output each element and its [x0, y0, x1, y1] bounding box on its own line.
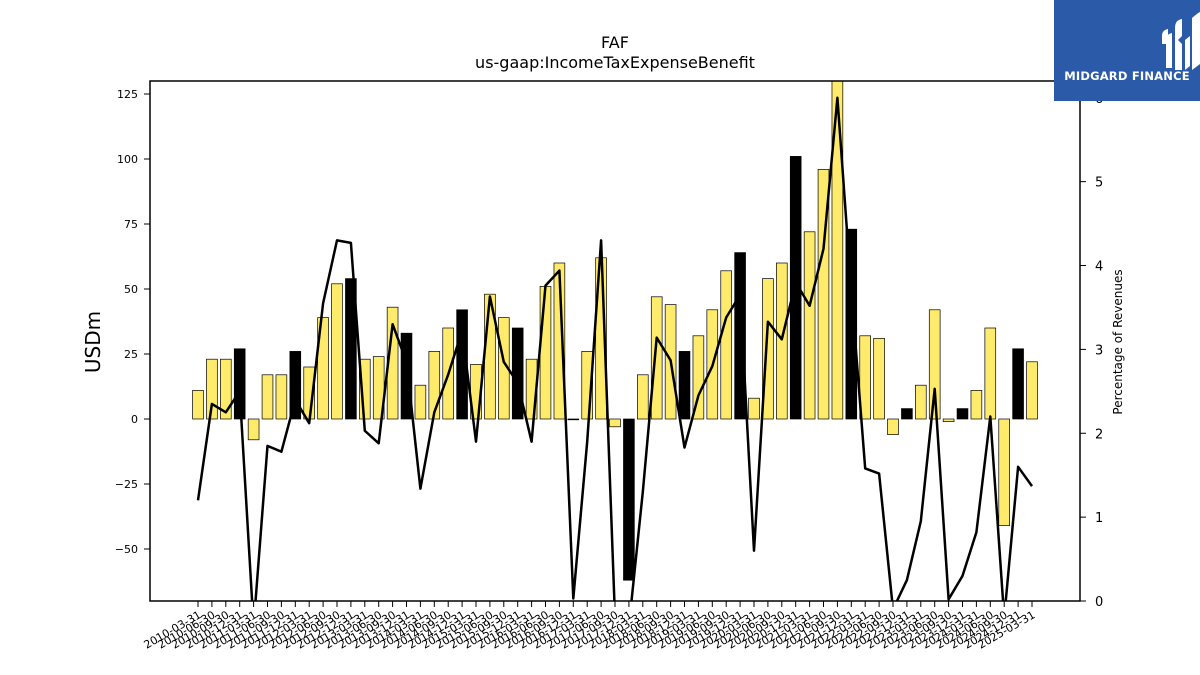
bar [915, 384, 927, 420]
y-tick-label: 75 [124, 218, 138, 231]
plot-frame [149, 80, 1081, 602]
y-tick-label: −50 [115, 543, 138, 556]
bar [762, 278, 774, 420]
y-axis-right: 0123456 [1080, 92, 1103, 610]
bar [984, 327, 997, 420]
y2-axis-label: Percentage of Revenues [1111, 269, 1125, 414]
bar [206, 358, 218, 420]
bar [511, 327, 524, 420]
bar [609, 418, 621, 428]
midgard-finance-logo: MIDGARD FINANCE [1054, 0, 1200, 101]
bar [650, 296, 663, 420]
bar [623, 418, 635, 581]
bar [275, 374, 288, 420]
bar [261, 374, 274, 420]
bar [720, 270, 732, 420]
bar [817, 169, 830, 420]
bar [873, 338, 885, 420]
bar [803, 231, 816, 420]
y2-tick-label: 5 [1095, 176, 1103, 191]
bar [247, 418, 260, 441]
bar [581, 351, 593, 420]
y-tick-label: 0 [131, 413, 138, 426]
y2-tick-label: 1 [1095, 511, 1103, 526]
bar [789, 156, 802, 420]
bar [845, 228, 858, 420]
bar [414, 384, 427, 420]
bar [887, 418, 899, 435]
bar [928, 309, 941, 420]
bar [748, 397, 760, 420]
bar [1026, 361, 1038, 420]
bar [970, 390, 983, 420]
chart-title: FAF [601, 33, 629, 52]
bar [1012, 348, 1024, 420]
bar [331, 283, 343, 420]
bar [220, 358, 232, 420]
y2-tick-label: 0 [1095, 595, 1103, 610]
y2-tick-label: 2 [1095, 427, 1103, 442]
bar [637, 374, 649, 420]
y-axis-label: USDm [81, 311, 105, 373]
bar [192, 390, 204, 420]
bar [692, 335, 705, 420]
y-tick-label: 100 [117, 153, 138, 166]
y2-tick-label: 4 [1095, 260, 1103, 275]
bar [567, 418, 580, 421]
bar [400, 332, 413, 420]
bar [539, 286, 552, 420]
bar [233, 348, 246, 420]
logo-text: MIDGARD FINANCE [1064, 69, 1190, 83]
bar [942, 418, 955, 422]
bar [956, 408, 969, 420]
bar [734, 252, 746, 420]
x-axis: 2010-03-312010-06-302010-09-302010-12-31… [142, 601, 1038, 652]
chart-subtitle: us-gaap:IncomeTaxExpenseBenefit [475, 53, 755, 72]
bar [317, 317, 329, 420]
bar [553, 262, 566, 420]
y-tick-label: 125 [117, 88, 138, 101]
bar [859, 335, 871, 420]
percentage-line [196, 96, 1034, 601]
y-tick-label: −25 [115, 478, 138, 491]
y-tick-label: 25 [124, 348, 138, 361]
y-tick-label: 50 [124, 283, 138, 296]
bar [998, 418, 1010, 526]
y2-tick-label: 3 [1095, 343, 1103, 358]
bar [776, 262, 788, 420]
bar [289, 351, 302, 420]
bar [345, 278, 357, 420]
bar [901, 408, 913, 420]
logo-mark-icon [1162, 12, 1200, 70]
y-axis-left: 125 100 75 50 25 0 −25 −50 [115, 88, 150, 556]
bar [678, 351, 691, 420]
